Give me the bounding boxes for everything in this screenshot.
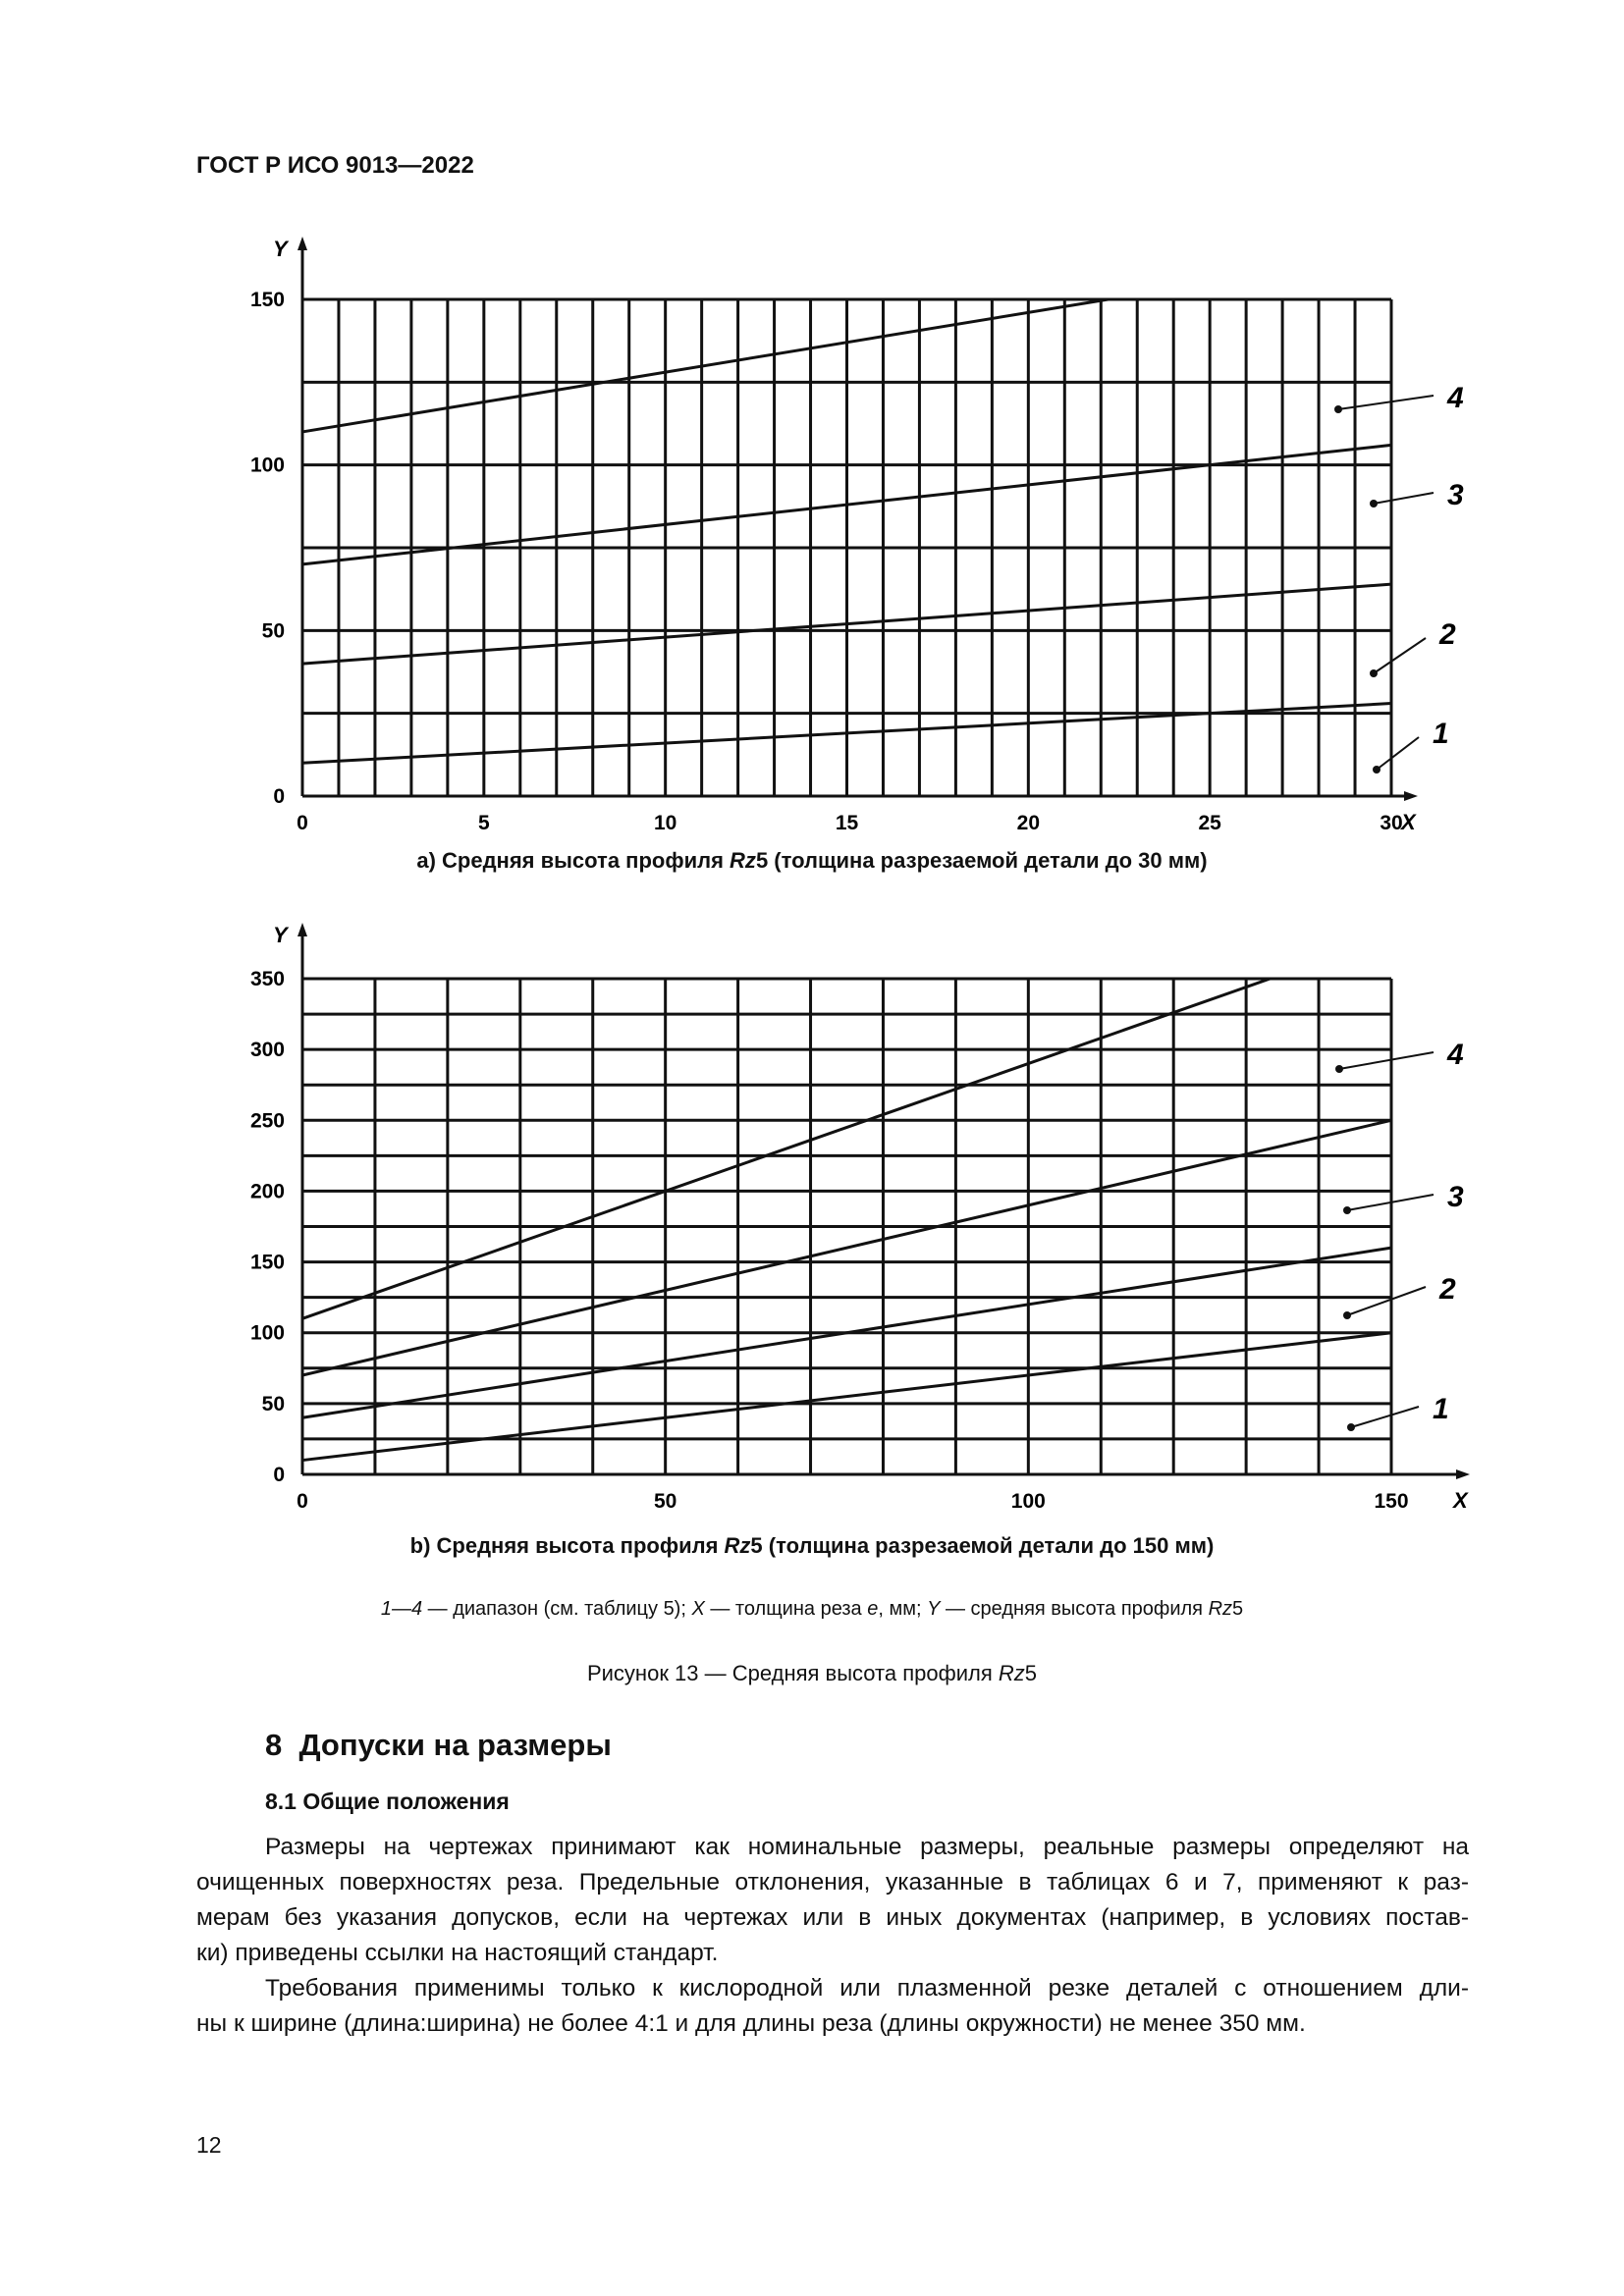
chart-b-caption: b) Средняя высота профиля Rz5 (толщина р… [0, 1533, 1624, 1559]
caption-text: 5 (толщина разрезаемой детали до 30 мм) [755, 848, 1208, 873]
section-heading: 8 Допуски на размеры [265, 1728, 612, 1762]
x-axis-arrow-icon [1404, 791, 1418, 801]
legend-text: , мм; [878, 1598, 928, 1620]
legend-text: Rz [1208, 1598, 1233, 1620]
series-line-3 [301, 443, 1392, 566]
x-tick-label: 10 [654, 812, 677, 834]
series-line-2 [301, 1246, 1392, 1419]
legend-text: 5 [1232, 1598, 1244, 1620]
y-tick-label: 0 [273, 785, 285, 808]
document-code-header: ГОСТ Р ИСО 9013—2022 [196, 152, 474, 179]
y-axis-arrow-icon [298, 923, 307, 936]
series-label-4: 4 [1446, 382, 1464, 414]
x-tick-label: 0 [297, 812, 308, 834]
caption-text: а) Средняя высота профиля [416, 848, 731, 873]
series-line-2 [301, 582, 1392, 666]
x-axis-label: X [1451, 1488, 1469, 1513]
legend-text: e [867, 1598, 879, 1620]
x-tick-label: 20 [1017, 812, 1040, 834]
series-label-3: 3 [1447, 1181, 1464, 1213]
figure-title-italic: Rz [998, 1661, 1025, 1685]
caption-italic: Rz [724, 1533, 751, 1558]
figure-title-text: 5 [1024, 1661, 1038, 1685]
legend-text: — диапазон (см. таблицу 5); [422, 1598, 692, 1620]
figure-title: Рисунок 13 — Средняя высота профиля Rz5 [0, 1661, 1624, 1686]
paragraph-line: очищенных поверхностях реза. Предельные … [196, 1869, 1469, 1896]
leader-line [1338, 1051, 1435, 1070]
leader-line [1373, 637, 1427, 674]
y-tick-label: 300 [250, 1039, 285, 1061]
series-label-4: 4 [1446, 1039, 1464, 1071]
chart-a: 0 5 10 15 20 25 30 0 50 100 150 X Y 1 2 3 4 [250, 237, 1464, 834]
legend-text: 1—4 [380, 1598, 423, 1620]
leader-line [1350, 1406, 1420, 1428]
series-label-1: 1 [1433, 1393, 1449, 1425]
leader-line [1376, 736, 1420, 771]
subsection-heading: 8.1 Общие положения [265, 1789, 510, 1814]
legend-text: — толщина реза [704, 1598, 868, 1620]
series-line-3 [301, 1118, 1392, 1377]
series-label-1: 1 [1433, 718, 1449, 750]
x-tick-label: 50 [654, 1490, 677, 1513]
y-tick-label: 100 [250, 454, 285, 477]
y-tick-label: 50 [262, 619, 285, 642]
series-line-4 [301, 297, 1109, 434]
y-axis-arrow-icon [298, 237, 307, 250]
y-tick-label: 50 [262, 1393, 285, 1415]
series-line-1 [301, 1331, 1392, 1463]
leader-line [1373, 492, 1435, 505]
chart-b: 0 50 100 150 0 50 100 150 200 250 300 350 X Y 1 2 3 4 [250, 923, 1470, 1513]
y-tick-label: 200 [250, 1180, 285, 1202]
leader-line [1337, 395, 1435, 410]
caption-text: 5 (толщина разрезаемой детали до 150 мм) [750, 1533, 1215, 1558]
x-tick-label: 15 [836, 812, 859, 834]
chart-a-caption: а) Средняя высота профиля Rz5 (толщина р… [0, 848, 1624, 874]
y-tick-label: 150 [250, 1252, 285, 1274]
paragraph-line: Размеры на чертежах принимают как номина… [265, 1834, 1469, 1860]
x-tick-label: 30 [1380, 812, 1402, 834]
y-axis-label: Y [273, 237, 290, 261]
series-line-1 [301, 702, 1392, 765]
series-label-2: 2 [1438, 618, 1456, 651]
y-tick-label: 100 [250, 1322, 285, 1345]
x-axis-arrow-icon [1456, 1469, 1470, 1479]
series-label-3: 3 [1447, 479, 1464, 511]
y-axis-label: Y [273, 923, 290, 947]
figure-legend: 1—4 — диапазон (см. таблицу 5); X — толщ… [0, 1598, 1624, 1621]
caption-italic: Rz [730, 848, 756, 873]
y-tick-label: 0 [273, 1464, 285, 1486]
x-tick-label: 25 [1198, 812, 1221, 834]
x-tick-label: 5 [478, 812, 490, 834]
paragraph-line: ны к ширине (длина:ширина) не более 4:1 … [196, 2010, 1306, 2037]
leader-line [1346, 1286, 1427, 1316]
series-line-4 [301, 977, 1272, 1320]
x-tick-label: 100 [1011, 1490, 1046, 1513]
paragraph-line: Требования применимы только к кислородно… [265, 1975, 1469, 2002]
x-axis-label: X [1399, 810, 1417, 834]
y-tick-label: 150 [250, 289, 285, 311]
paragraph-line: ки) приведены ссылки на настоящий станда… [196, 1940, 719, 1966]
y-tick-label: 350 [250, 968, 285, 990]
page-number: 12 [196, 2132, 222, 2158]
paragraph-line: мерам без указания допусков, если на чер… [196, 1904, 1469, 1931]
legend-text: — средняя высота профиля [940, 1598, 1209, 1620]
y-tick-label: 250 [250, 1109, 285, 1132]
series-label-2: 2 [1438, 1273, 1456, 1306]
legend-text: Y [927, 1598, 941, 1620]
legend-text: X [691, 1598, 705, 1620]
figure-title-text: Рисунок 13 — Средняя высота профиля [586, 1661, 999, 1685]
caption-text: b) Средняя высота профиля [409, 1533, 725, 1558]
leader-line [1346, 1194, 1435, 1211]
x-tick-label: 150 [1374, 1490, 1408, 1513]
x-tick-label: 0 [297, 1490, 308, 1513]
